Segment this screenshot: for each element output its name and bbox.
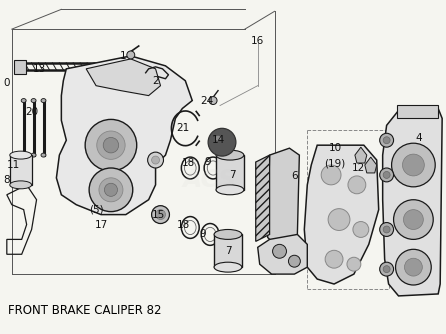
Circle shape — [85, 119, 137, 171]
Circle shape — [152, 206, 169, 223]
Circle shape — [348, 176, 366, 194]
Circle shape — [99, 178, 123, 202]
Text: 4: 4 — [415, 133, 421, 143]
Text: 24: 24 — [201, 96, 214, 106]
Text: 2: 2 — [152, 76, 159, 86]
Text: 14: 14 — [211, 135, 225, 145]
Text: 1: 1 — [120, 51, 126, 61]
Circle shape — [127, 51, 135, 59]
Ellipse shape — [216, 185, 244, 195]
Circle shape — [152, 156, 160, 164]
Text: 17: 17 — [95, 219, 107, 229]
Ellipse shape — [41, 99, 46, 103]
Polygon shape — [86, 59, 161, 96]
Ellipse shape — [21, 153, 26, 157]
Bar — [14, 60, 26, 74]
Ellipse shape — [10, 151, 32, 159]
Ellipse shape — [41, 153, 46, 157]
Circle shape — [383, 266, 390, 273]
Circle shape — [347, 257, 361, 271]
Circle shape — [208, 128, 236, 156]
Polygon shape — [56, 56, 192, 215]
Circle shape — [104, 183, 117, 196]
Text: 9: 9 — [200, 229, 206, 239]
Polygon shape — [383, 109, 442, 296]
Ellipse shape — [214, 229, 242, 239]
Circle shape — [289, 255, 300, 267]
Polygon shape — [258, 234, 307, 274]
Text: 10: 10 — [329, 143, 342, 153]
Circle shape — [380, 133, 393, 147]
Text: 16: 16 — [251, 36, 264, 46]
Circle shape — [383, 137, 390, 144]
Ellipse shape — [216, 150, 244, 160]
Text: 20: 20 — [25, 108, 38, 118]
Circle shape — [396, 249, 431, 285]
Text: 7: 7 — [229, 170, 235, 180]
Circle shape — [353, 221, 369, 237]
Text: 21: 21 — [177, 123, 190, 133]
Bar — [214, 234, 242, 267]
Circle shape — [321, 165, 341, 185]
Ellipse shape — [31, 99, 36, 103]
Text: 8: 8 — [4, 175, 10, 185]
Bar — [396, 105, 438, 119]
Circle shape — [97, 131, 125, 159]
Circle shape — [209, 97, 217, 105]
Text: ACS: ACS — [183, 168, 237, 192]
Circle shape — [325, 250, 343, 268]
Polygon shape — [355, 147, 367, 163]
Text: 15: 15 — [152, 210, 165, 219]
Circle shape — [273, 244, 286, 258]
Circle shape — [380, 262, 393, 276]
Text: 18: 18 — [182, 158, 195, 168]
Circle shape — [383, 226, 390, 233]
Circle shape — [148, 152, 164, 168]
Ellipse shape — [10, 181, 32, 189]
Text: 7: 7 — [225, 246, 231, 256]
Text: 12: 12 — [352, 163, 365, 173]
Polygon shape — [365, 157, 377, 173]
Circle shape — [103, 138, 119, 153]
Ellipse shape — [31, 153, 36, 157]
Bar — [10, 155, 32, 185]
Circle shape — [404, 210, 423, 229]
Circle shape — [405, 258, 422, 276]
Text: 13: 13 — [33, 64, 46, 74]
Text: 18: 18 — [177, 219, 190, 229]
Ellipse shape — [215, 136, 221, 141]
Circle shape — [328, 209, 350, 230]
Polygon shape — [268, 148, 299, 247]
Text: (19): (19) — [324, 158, 346, 168]
Text: 6: 6 — [291, 171, 298, 181]
Circle shape — [380, 222, 393, 236]
Circle shape — [156, 210, 165, 219]
Bar — [216, 155, 244, 190]
Text: (5): (5) — [89, 205, 103, 215]
Circle shape — [380, 168, 393, 182]
Circle shape — [402, 154, 424, 176]
Text: 11: 11 — [7, 160, 21, 170]
Ellipse shape — [214, 262, 242, 272]
Text: FRONT BRAKE CALIPER 82: FRONT BRAKE CALIPER 82 — [8, 304, 161, 317]
Circle shape — [392, 143, 435, 187]
Text: 9: 9 — [205, 157, 211, 167]
Polygon shape — [256, 155, 270, 241]
Circle shape — [89, 168, 133, 212]
Circle shape — [393, 200, 433, 239]
Ellipse shape — [21, 99, 26, 103]
Text: 0: 0 — [4, 78, 10, 88]
Polygon shape — [304, 145, 379, 284]
Circle shape — [383, 171, 390, 178]
